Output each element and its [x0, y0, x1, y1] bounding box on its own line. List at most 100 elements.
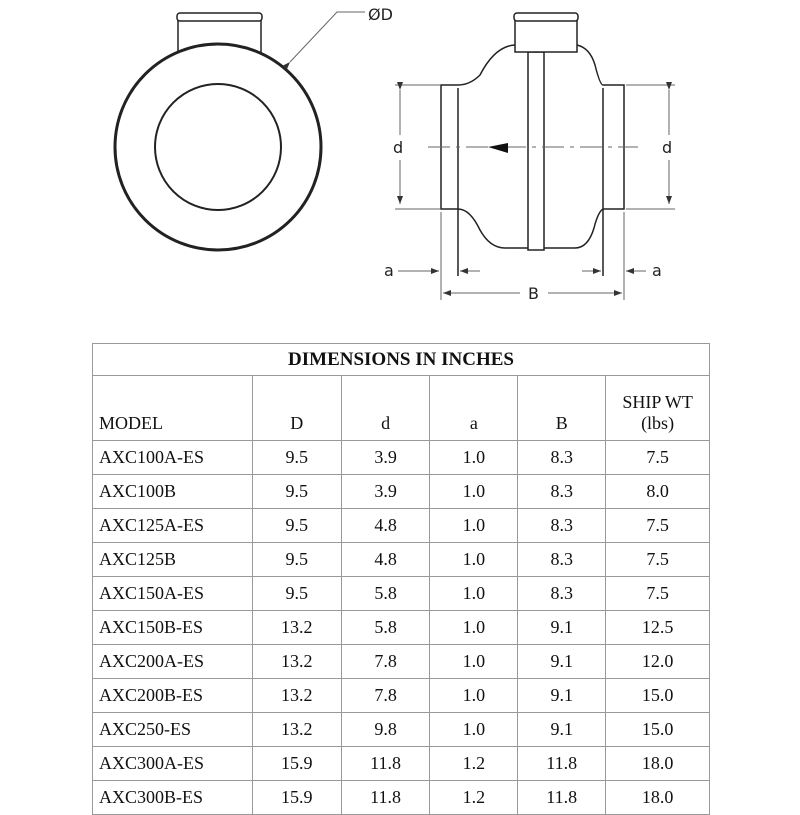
- d-cell: 7.8: [340, 678, 431, 713]
- d-label-right: d: [662, 138, 672, 157]
- B-cell: 8.3: [517, 440, 607, 475]
- front-view: [113, 11, 365, 252]
- table-row: AXC125B 9.5 4.8 1.0 8.3 7.5: [92, 542, 710, 577]
- ship-wt-cell: 7.5: [605, 508, 710, 543]
- d-cell: 7.8: [340, 644, 431, 679]
- model-cell: AXC150B-ES: [92, 610, 253, 645]
- a-cell: 1.0: [429, 474, 519, 509]
- ship-wt-cell: 7.5: [605, 440, 710, 475]
- table-row: AXC125A-ES 9.5 4.8 1.0 8.3 7.5: [92, 508, 710, 543]
- d-cell: 9.8: [340, 712, 431, 747]
- table-row: AXC150A-ES 9.5 5.8 1.0 8.3 7.5: [92, 576, 710, 611]
- model-cell: AXC200A-ES: [92, 644, 253, 679]
- table-row: AXC100B 9.5 3.9 1.0 8.3 8.0: [92, 474, 710, 509]
- diameter-leader: [282, 11, 365, 70]
- table-row: AXC150B-ES 13.2 5.8 1.0 9.1 12.5: [92, 610, 710, 645]
- D-cell: 9.5: [251, 474, 342, 509]
- D-cell: 15.9: [251, 780, 342, 815]
- B-cell: 8.3: [517, 576, 607, 611]
- a-cell: 1.0: [429, 644, 519, 679]
- ship-wt-unit: (lbs): [641, 413, 675, 433]
- a-cell: 1.0: [429, 576, 519, 611]
- B-cell: 11.8: [517, 780, 607, 815]
- ship-wt-label: SHIP WT: [622, 392, 693, 412]
- duct-opening: [154, 83, 282, 211]
- a-cell: 1.0: [429, 542, 519, 577]
- model-cell: AXC200B-ES: [92, 678, 253, 713]
- model-cell: AXC300B-ES: [92, 780, 253, 815]
- ship-wt-cell: 12.0: [605, 644, 710, 679]
- motor-band: [527, 51, 545, 251]
- a-cell: 1.2: [429, 746, 519, 781]
- table-row: AXC250-ES 13.2 9.8 1.0 9.1 15.0: [92, 712, 710, 747]
- model-cell: AXC100A-ES: [92, 440, 253, 475]
- model-cell: AXC125B: [92, 542, 253, 577]
- d-cell: 4.8: [340, 508, 431, 543]
- d-cell: 5.8: [340, 610, 431, 645]
- header-model: MODEL: [92, 375, 253, 441]
- table-title: DIMENSIONS IN INCHES: [92, 343, 710, 376]
- a-label-right: a: [652, 261, 662, 280]
- B-cell: 8.3: [517, 542, 607, 577]
- table-row: AXC200A-ES 13.2 7.8 1.0 9.1 12.0: [92, 644, 710, 679]
- B-cell: 8.3: [517, 508, 607, 543]
- d-cell: 11.8: [340, 746, 431, 781]
- model-cell: AXC300A-ES: [92, 746, 253, 781]
- ship-wt-cell: 15.0: [605, 712, 710, 747]
- D-cell: 9.5: [251, 576, 342, 611]
- table-row: AXC200B-ES 13.2 7.8 1.0 9.1 15.0: [92, 678, 710, 713]
- ship-wt-cell: 18.0: [605, 746, 710, 781]
- table-header: MODEL D d a B SHIP WT (lbs): [92, 375, 710, 441]
- a-cell: 1.0: [429, 712, 519, 747]
- B-cell: 8.3: [517, 474, 607, 509]
- side-view: [395, 12, 675, 300]
- a-cell: 1.0: [429, 508, 519, 543]
- b-label: B: [528, 284, 539, 303]
- B-cell: 9.1: [517, 644, 607, 679]
- D-cell: 13.2: [251, 644, 342, 679]
- dimensions-table: DIMENSIONS IN INCHES MODEL D d a B SHIP …: [92, 343, 710, 815]
- d-cell: 3.9: [340, 474, 431, 509]
- header-d: d: [340, 375, 431, 441]
- header-D: D: [251, 375, 342, 441]
- a-cell: 1.0: [429, 678, 519, 713]
- ship-wt-cell: 8.0: [605, 474, 710, 509]
- ship-wt-cell: 15.0: [605, 678, 710, 713]
- d-label-left: d: [393, 138, 403, 157]
- d-cell: 3.9: [340, 440, 431, 475]
- a-label-left: a: [384, 261, 394, 280]
- ship-wt-cell: 12.5: [605, 610, 710, 645]
- model-cell: AXC250-ES: [92, 712, 253, 747]
- header-ship-wt: SHIP WT (lbs): [605, 375, 710, 441]
- fan-dimension-drawing: ØD d d a a B: [113, 5, 675, 303]
- ship-wt-cell: 7.5: [605, 542, 710, 577]
- airflow-arrow-icon: [488, 143, 508, 153]
- a-cell: 1.2: [429, 780, 519, 815]
- a-cell: 1.0: [429, 610, 519, 645]
- header-B: B: [517, 375, 607, 441]
- model-cell: AXC125A-ES: [92, 508, 253, 543]
- table-row: AXC300B-ES 15.9 11.8 1.2 11.8 18.0: [92, 780, 710, 815]
- D-cell: 15.9: [251, 746, 342, 781]
- D-cell: 9.5: [251, 542, 342, 577]
- ship-wt-cell: 7.5: [605, 576, 710, 611]
- D-cell: 13.2: [251, 712, 342, 747]
- model-cell: AXC150A-ES: [92, 576, 253, 611]
- d-cell: 4.8: [340, 542, 431, 577]
- B-cell: 9.1: [517, 678, 607, 713]
- outer-housing: [113, 42, 323, 252]
- table-row: AXC300A-ES 15.9 11.8 1.2 11.8 18.0: [92, 746, 710, 781]
- table-row: AXC100A-ES 9.5 3.9 1.0 8.3 7.5: [92, 440, 710, 475]
- B-cell: 9.1: [517, 712, 607, 747]
- header-a: a: [429, 375, 519, 441]
- d-cell: 11.8: [340, 780, 431, 815]
- model-cell: AXC100B: [92, 474, 253, 509]
- D-cell: 13.2: [251, 678, 342, 713]
- junction-box-side: [514, 16, 578, 53]
- D-cell: 9.5: [251, 440, 342, 475]
- B-cell: 9.1: [517, 610, 607, 645]
- D-cell: 9.5: [251, 508, 342, 543]
- B-cell: 11.8: [517, 746, 607, 781]
- outer-diameter-label: ØD: [368, 5, 393, 24]
- a-cell: 1.0: [429, 440, 519, 475]
